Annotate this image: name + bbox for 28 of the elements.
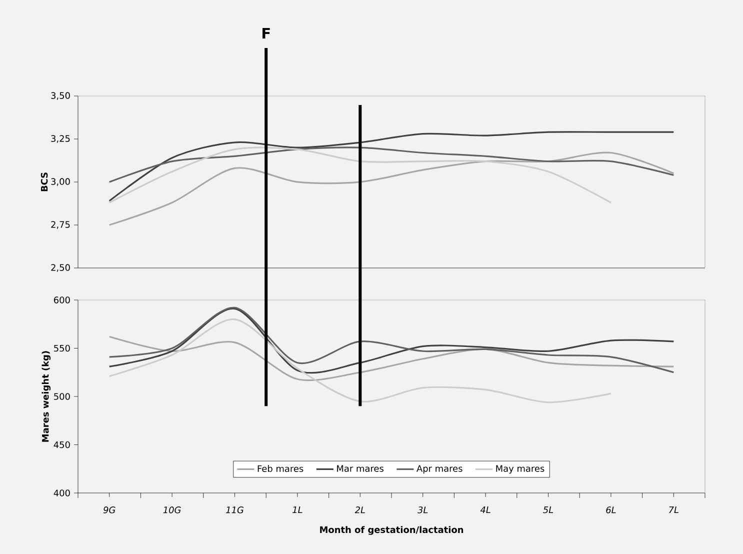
x-tick-label: 9G [103, 506, 116, 514]
x-tick-label: 5L [543, 506, 554, 514]
y-tick-label: 2,75 [51, 221, 70, 229]
x-tick-label: 6L [606, 506, 616, 514]
y-tick-label: 600 [54, 296, 70, 304]
y-tick-label: 550 [54, 344, 70, 352]
x-tick-label: 2L [354, 506, 365, 514]
x-tick-label: 1L [292, 506, 302, 514]
x-tick-label: 7L [669, 506, 678, 514]
y-tick-label: 400 [54, 490, 70, 496]
y-axis-title: BCS [40, 172, 48, 192]
text: F [262, 28, 270, 38]
legend-label: Feb mares [258, 465, 304, 472]
x-tick-label: 10G [163, 506, 181, 514]
y-tick-label: 450 [54, 441, 70, 448]
x-tick-label: 11G [226, 506, 244, 514]
y-tick-label: 3,50 [51, 92, 70, 100]
y-tick-label: 3,00 [51, 178, 70, 186]
x-tick-label: 4L [480, 506, 490, 514]
y-axis-title: Mares weight (kg) [42, 351, 51, 442]
y-tick-label: 3,25 [51, 135, 70, 143]
x-axis-title: Month of gestation/lactation [320, 526, 464, 535]
x-tick-label: 3L [418, 506, 428, 514]
y-tick-label: 500 [54, 393, 70, 400]
y-tick-label: 2,50 [51, 264, 70, 272]
legend-label: Mar mares [337, 465, 384, 472]
legend-label: May mares [496, 465, 544, 474]
legend-label: Apr mares [416, 465, 462, 474]
